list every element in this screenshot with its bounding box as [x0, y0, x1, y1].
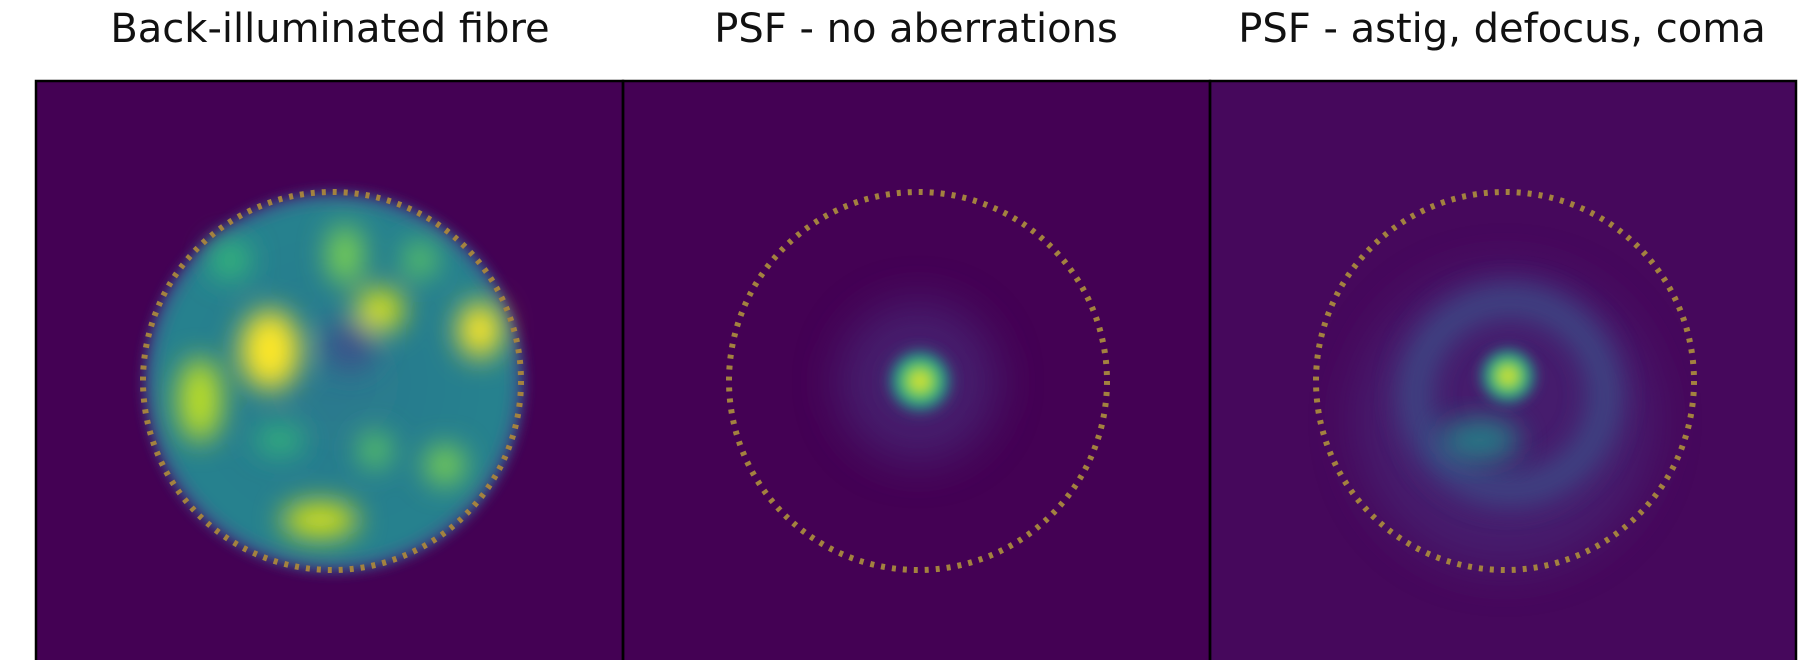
figure: Back-illuminated fibre PSF - no aberrati… [0, 0, 1814, 660]
panel-title: PSF - astig, defocus, coma [1238, 6, 1765, 52]
panel-title: PSF - no aberrations [714, 6, 1118, 52]
image-panel [36, 81, 623, 660]
image-panel [1210, 81, 1796, 660]
panel-title: Back-illuminated fibre [110, 6, 549, 52]
image-panel [623, 81, 1210, 660]
